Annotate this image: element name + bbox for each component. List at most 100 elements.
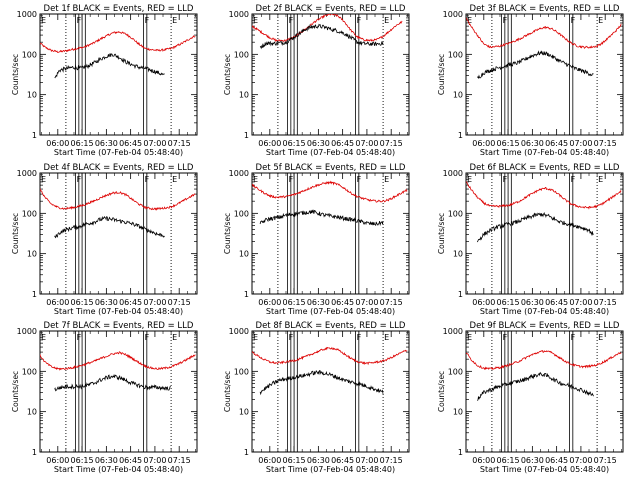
axes-frame: [465, 172, 624, 295]
panel-det-5: Det 5f BLACK = Events, RED = LLD 1 10 100 10…: [223, 163, 410, 316]
y-tick-label: 1000: [443, 10, 463, 19]
flag-label: E: [467, 16, 472, 25]
x-tick-label: 07:00: [143, 298, 166, 307]
x-tick-label: 06:15: [283, 139, 306, 148]
x-tick-label: 06:00: [46, 139, 69, 148]
panel-det-7: Det 7f BLACK = Events, RED = LLD 1 10 100 10…: [11, 321, 198, 474]
x-tick-label: 06:30: [521, 139, 544, 148]
y-tick-label: 10: [27, 408, 37, 417]
x-axis-label: Start Time (07-Feb-04 05:48:40): [480, 307, 609, 316]
panel-det-8: Det 8f BLACK = Events, RED = LLD 1 10 100 10…: [223, 321, 410, 474]
x-tick-label: 06:15: [71, 139, 94, 148]
x-tick-label: 07:15: [380, 139, 403, 148]
lld-series-line: [252, 14, 403, 43]
x-tick-label: 06:45: [545, 456, 568, 465]
x-tick-label: 06:45: [331, 139, 354, 148]
x-axis-label: Start Time (07-Feb-04 05:48:40): [54, 148, 183, 157]
x-tick-label: 07:00: [569, 298, 592, 307]
x-axis-label: Start Time (07-Feb-04 05:48:40): [480, 465, 609, 474]
x-tick-label: 06:00: [472, 139, 495, 148]
x-tick-label: 07:15: [380, 456, 403, 465]
flag-label: F: [357, 333, 362, 342]
flag-label: F: [77, 175, 82, 184]
y-tick-label: 1: [458, 448, 463, 457]
y-tick-label: 1: [458, 290, 463, 299]
flag-label: F: [289, 175, 294, 184]
flag-label: F: [357, 175, 362, 184]
axes-frame: [251, 172, 410, 295]
x-tick-label: 07:00: [355, 139, 378, 148]
y-axis-label: Counts/sec: [11, 371, 20, 412]
x-tick-label: 06:30: [95, 456, 118, 465]
x-axis-label: Start Time (07-Feb-04 05:48:40): [266, 307, 395, 316]
x-tick-label: 06:45: [331, 298, 354, 307]
y-tick-label: 1000: [229, 169, 249, 178]
x-tick-label: 07:15: [168, 298, 191, 307]
y-tick-label: 100: [448, 367, 463, 376]
x-tick-label: 06:00: [472, 298, 495, 307]
y-axis-label: Counts/sec: [437, 213, 446, 254]
x-tick-label: 07:00: [569, 139, 592, 148]
flag-label: E: [41, 175, 46, 184]
flag-label: E: [384, 333, 389, 342]
x-tick-label: 07:15: [168, 456, 191, 465]
x-tick-label: 06:00: [46, 298, 69, 307]
events-series-line: [476, 211, 594, 243]
x-tick-label: 06:15: [283, 456, 306, 465]
axes-frame: [39, 13, 198, 136]
axes-frame: [465, 330, 624, 453]
axes-frame: [251, 330, 410, 453]
lld-series-line: [252, 346, 408, 366]
y-tick-label: 1000: [229, 327, 249, 336]
x-tick-label: 06:15: [497, 298, 520, 307]
y-tick-label: 100: [22, 367, 37, 376]
x-tick-label: 06:15: [497, 139, 520, 148]
x-tick-label: 07:15: [380, 298, 403, 307]
x-tick-label: 06:00: [258, 298, 281, 307]
y-axis-label: Counts/sec: [11, 54, 20, 95]
lld-series-line: [466, 17, 622, 49]
y-tick-label: 1000: [443, 169, 463, 178]
y-tick-label: 1: [244, 448, 249, 457]
y-tick-label: 1: [32, 131, 37, 140]
flag-label: F: [289, 16, 294, 25]
x-tick-label: 06:00: [472, 456, 495, 465]
flag-label: E: [384, 175, 389, 184]
x-tick-label: 06:30: [95, 139, 118, 148]
y-tick-label: 100: [234, 367, 249, 376]
lld-series-line: [40, 30, 196, 53]
flag-label: F: [571, 175, 576, 184]
panel-title: Det 4f BLACK = Events, RED = LLD: [44, 163, 194, 173]
x-tick-label: 07:00: [569, 456, 592, 465]
flag-label: E: [41, 16, 46, 25]
y-tick-label: 100: [448, 209, 463, 218]
panel-det-4: Det 4f BLACK = Events, RED = LLD 1 10 100 10…: [11, 163, 198, 316]
panel-title: Det 7f BLACK = Events, RED = LLD: [44, 321, 194, 331]
panel-title: Det 3f BLACK = Events, RED = LLD: [470, 4, 620, 14]
axes-frame: [39, 330, 198, 453]
flag-label: E: [172, 333, 177, 342]
y-tick-label: 100: [448, 50, 463, 59]
flag-label: F: [571, 333, 576, 342]
lld-series-line: [466, 181, 622, 210]
x-tick-label: 06:15: [71, 298, 94, 307]
events-series-line: [54, 373, 171, 392]
flag-label: F: [503, 333, 508, 342]
flag-label: E: [253, 16, 258, 25]
x-tick-label: 07:15: [594, 298, 617, 307]
y-tick-label: 100: [234, 209, 249, 218]
flag-label: F: [145, 16, 150, 25]
x-axis-label: Start Time (07-Feb-04 05:48:40): [266, 148, 395, 157]
x-axis-label: Start Time (07-Feb-04 05:48:40): [480, 148, 609, 157]
y-tick-label: 10: [453, 250, 463, 259]
x-tick-label: 06:00: [258, 456, 281, 465]
events-series-line: [259, 23, 384, 50]
flag-label: F: [77, 333, 82, 342]
flag-label: E: [598, 175, 603, 184]
x-tick-label: 06:15: [283, 298, 306, 307]
flag-label: F: [357, 16, 362, 25]
flag-label: F: [571, 16, 576, 25]
events-series-line: [476, 50, 594, 80]
flag-label: F: [77, 16, 82, 25]
